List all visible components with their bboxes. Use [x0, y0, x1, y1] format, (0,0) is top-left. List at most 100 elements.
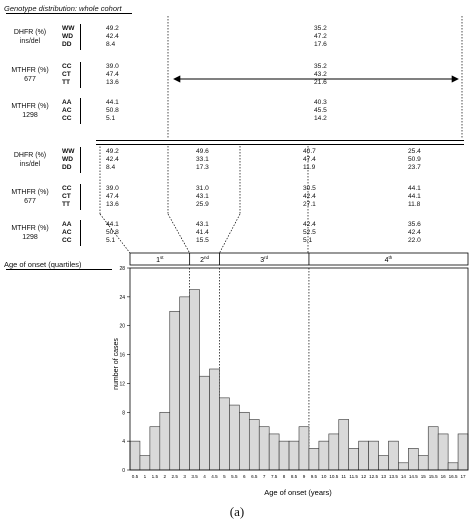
- histogram-bar: [358, 440, 369, 471]
- percent-value: 35.2: [314, 25, 327, 32]
- column-connector: [219, 213, 241, 254]
- percent-value: 40.7: [303, 148, 316, 155]
- percent-value: 50.8: [106, 107, 119, 114]
- onset-label-underline: [6, 269, 112, 270]
- bottom-group-name: MTHFR (%): [11, 225, 49, 232]
- x-tick-label: 9: [303, 474, 306, 479]
- x-tick-label: 15: [421, 474, 427, 479]
- x-tick-label: 17: [460, 474, 466, 479]
- percent-value: 11.9: [303, 164, 316, 171]
- percent-value: 49.2: [106, 148, 119, 155]
- percent-value: 35.2: [314, 63, 327, 70]
- percent-value: 5.1: [303, 237, 313, 244]
- bottom-genotype-list: WW WD DD: [62, 148, 76, 172]
- genotype-label: WW: [62, 25, 75, 32]
- x-tick-label: 4.5: [211, 474, 218, 479]
- histogram-bar: [368, 440, 379, 471]
- y-tick-label: 12: [119, 381, 125, 387]
- x-tick-label: 7.5: [271, 474, 278, 479]
- genotype-label: CC: [62, 115, 72, 122]
- y-tick-label: 8: [122, 410, 125, 416]
- percent-value: 39.0: [106, 185, 119, 192]
- bottom-group-name: DHFR (%): [13, 152, 47, 159]
- percent-value: 8.4: [106, 164, 116, 171]
- quartile-label: 3rd: [260, 255, 268, 264]
- top-value-column: 44.1 50.8 5.1: [106, 99, 119, 123]
- percent-value: 43.2: [314, 71, 327, 78]
- bottom-group-label: DHFR (%) ins/del: [4, 151, 56, 169]
- histogram-bar: [427, 426, 439, 471]
- genotype-bracket: [80, 24, 81, 50]
- histogram-bar: [408, 448, 419, 471]
- x-tick-label: 6: [243, 474, 246, 479]
- genotype-label: CC: [62, 63, 72, 70]
- histogram-bar: [268, 433, 280, 471]
- histogram-bar: [258, 426, 270, 471]
- genotype-label: DD: [62, 41, 72, 48]
- percent-value: 33.1: [196, 156, 209, 163]
- genotype-label: TT: [62, 201, 71, 208]
- top-group-label: MTHFR (%) 1298: [4, 102, 56, 120]
- percent-value: 27.1: [303, 201, 316, 208]
- bottom-group-name: 1298: [22, 234, 38, 241]
- bottom-value-column: 30.5 42.4 27.1: [303, 185, 316, 209]
- x-tick-label: 12.5: [369, 474, 378, 479]
- top-group-name: MTHFR (%): [11, 67, 49, 74]
- genotype-bracket: [80, 62, 81, 88]
- x-tick-label: 2: [164, 474, 167, 479]
- histogram-bar: [308, 448, 320, 471]
- percent-value: 42.4: [408, 229, 421, 236]
- bottom-value-column: 31.0 43.1 25.9: [196, 185, 209, 209]
- percent-value: 17.3: [196, 164, 209, 171]
- x-tick-label: 2.5: [172, 474, 179, 479]
- x-tick-label: 16: [441, 474, 447, 479]
- percent-value: 42.4: [303, 193, 316, 200]
- genotype-label: CT: [62, 193, 71, 200]
- x-tick-label: 3.5: [191, 474, 198, 479]
- percent-value: 15.5: [196, 237, 209, 244]
- bottom-genotype-list: AA AC CC: [62, 221, 76, 245]
- histogram-bar: [248, 419, 260, 471]
- y-tick-label: 0: [122, 468, 125, 474]
- section-divider-2: [96, 144, 464, 145]
- genotype-bracket: [80, 147, 81, 173]
- figure-caption: (a): [229, 504, 245, 519]
- percent-value: 52.5: [303, 229, 316, 236]
- bottom-group-label: MTHFR (%) 1298: [4, 224, 56, 242]
- section-divider-1: [96, 140, 464, 141]
- percent-value: 41.4: [196, 229, 209, 236]
- x-tick-label: 1.5: [152, 474, 159, 479]
- bottom-group-name: ins/del: [19, 161, 41, 168]
- percent-value: 17.6: [314, 41, 327, 48]
- bottom-value-column: 25.4 50.9 23.7: [408, 148, 421, 172]
- genotype-bracket: [80, 220, 81, 246]
- x-tick-label: 16.5: [449, 474, 458, 479]
- bottom-value-column: 35.6 42.4 22.0: [408, 221, 421, 245]
- bottom-value-column: 49.2 42.4 8.4: [106, 148, 119, 172]
- genotype-bracket: [80, 98, 81, 124]
- histogram-bar: [417, 455, 429, 471]
- histogram-bar: [199, 375, 210, 471]
- genotype-label: TT: [62, 79, 71, 86]
- percent-value: 13.6: [106, 201, 119, 208]
- bottom-value-column: 39.0 47.4 13.6: [106, 185, 119, 209]
- bottom-value-column: 42.4 52.5 5.1: [303, 221, 316, 245]
- percent-value: 5.1: [106, 115, 116, 122]
- histogram-bar: [239, 411, 250, 471]
- bottom-value-column: 49.6 33.1 17.3: [196, 148, 209, 172]
- genotype-label: AC: [62, 229, 72, 236]
- x-tick-label: 5.5: [231, 474, 238, 479]
- percent-value: 23.7: [408, 164, 421, 171]
- histogram-bar: [219, 397, 230, 471]
- percent-value: 40.3: [314, 99, 327, 106]
- histogram-bar: [338, 419, 350, 471]
- x-tick-label: 12: [361, 474, 367, 479]
- genotype-label: AA: [62, 221, 72, 228]
- histogram-bar: [447, 462, 459, 471]
- percent-value: 42.4: [303, 221, 316, 228]
- bottom-value-column: 44.1 44.1 11.8: [408, 185, 421, 209]
- top-value-column: 40.3 45.5 14.2: [314, 99, 327, 123]
- histogram-bar: [159, 411, 171, 471]
- quartile-strip: [129, 252, 469, 266]
